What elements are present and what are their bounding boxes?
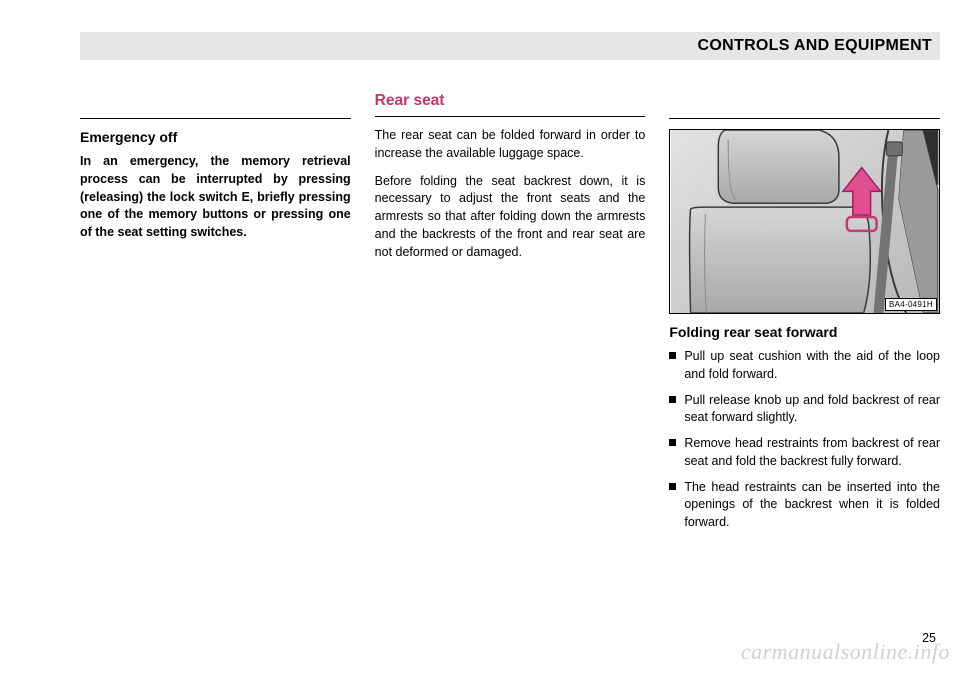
figure-code: BA4-0491H <box>885 298 937 311</box>
rear-seat-title: Rear seat <box>375 92 646 110</box>
bullet-icon <box>669 396 676 403</box>
emergency-off-text: In an emergency, the memory retrieval pr… <box>80 153 351 242</box>
bullet-text: The head restraints can be inserted into… <box>684 479 940 532</box>
header-bar: CONTROLS AND EQUIPMENT <box>80 32 940 60</box>
bullet-icon <box>669 352 676 359</box>
column-2: Rear seat The rear seat can be folded fo… <box>375 92 646 540</box>
rear-seat-para-1: The rear seat can be folded forward in o… <box>375 127 646 163</box>
rear-seat-figure: BA4-0491H <box>669 129 940 314</box>
rear-seat-illustration <box>670 130 939 313</box>
columns: Emergency off In an emergency, the memor… <box>80 92 940 540</box>
bullet-text: Pull release knob up and fold backrest o… <box>684 392 940 428</box>
bullet-item: Pull release knob up and fold backrest o… <box>669 392 940 428</box>
column-1-rule <box>80 118 351 119</box>
column-3-rule <box>669 118 940 119</box>
column-2-rule <box>375 116 646 117</box>
bullet-text: Remove head restraints from backrest of … <box>684 435 940 471</box>
watermark: carmanualsonline.info <box>741 639 950 665</box>
bullet-icon <box>669 483 676 490</box>
bullet-item: The head restraints can be inserted into… <box>669 479 940 532</box>
page: CONTROLS AND EQUIPMENT Emergency off In … <box>0 0 960 673</box>
column-1-spacer <box>80 92 351 118</box>
folding-heading: Folding rear seat forward <box>669 324 940 340</box>
column-3-spacer <box>669 92 940 118</box>
rear-seat-para-2: Before folding the seat backrest down, i… <box>375 173 646 262</box>
bullet-item: Pull up seat cushion with the aid of the… <box>669 348 940 384</box>
column-3: BA4-0491H Folding rear seat forward Pull… <box>669 92 940 540</box>
column-1: Emergency off In an emergency, the memor… <box>80 92 351 540</box>
header-title: CONTROLS AND EQUIPMENT <box>698 37 932 55</box>
emergency-off-heading: Emergency off <box>80 129 351 145</box>
bullet-text: Pull up seat cushion with the aid of the… <box>684 348 940 384</box>
bullet-icon <box>669 439 676 446</box>
bullet-item: Remove head restraints from backrest of … <box>669 435 940 471</box>
